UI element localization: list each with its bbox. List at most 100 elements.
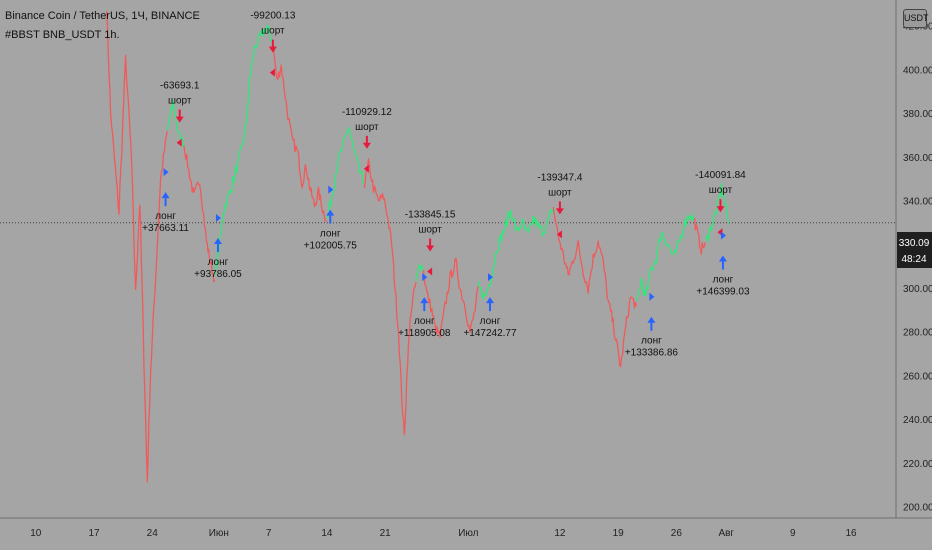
x-tick-label: 17 <box>88 528 100 539</box>
signal-label: лонг <box>713 275 734 286</box>
signal-label: шорт <box>355 122 379 133</box>
short-signal: -63693.1 шорт <box>160 81 200 147</box>
signal-value: -110929.12 <box>342 107 392 118</box>
x-tick-label: 24 <box>147 528 159 539</box>
x-tick-label: Июл <box>458 528 478 539</box>
exit-marker-icon <box>556 230 562 239</box>
exit-marker-icon <box>363 164 369 173</box>
entry-marker-icon <box>215 214 221 223</box>
short-signal: -139347.4 шорт <box>537 172 583 239</box>
short-signal: -133845.15 шорт <box>405 210 456 276</box>
entry-marker-icon <box>649 292 655 301</box>
signal-value: +146399.03 <box>696 287 750 298</box>
signal-label: лонг <box>480 316 501 327</box>
signal-value: -63693.1 <box>160 81 200 92</box>
long-arrowhead-icon <box>420 297 429 304</box>
signal-label: шорт <box>168 96 192 107</box>
y-tick-label: 260.00 <box>903 371 932 382</box>
long-signal: лонг+146399.03 <box>696 231 750 298</box>
exit-marker-icon <box>269 68 275 77</box>
signal-label: лонг <box>414 316 435 327</box>
short-arrowhead-icon <box>268 46 277 53</box>
long-signal: лонг+118905.08 <box>398 273 451 339</box>
price-segment-bull <box>635 213 696 301</box>
y-tick-label: 340.00 <box>903 197 932 208</box>
y-tick-label: 240.00 <box>903 415 932 426</box>
x-tick-label: 9 <box>790 528 796 539</box>
x-tick-label: 26 <box>671 528 683 539</box>
currency-button[interactable]: USDT <box>903 9 929 28</box>
long-arrowhead-icon <box>486 297 495 304</box>
signal-value: -139347.4 <box>537 172 582 183</box>
y-tick-label: 220.00 <box>903 459 932 470</box>
long-arrowhead-icon <box>326 209 335 216</box>
signal-value: +102005.75 <box>304 241 358 252</box>
short-arrowhead-icon <box>555 208 564 215</box>
y-tick-label: 280.00 <box>903 328 932 339</box>
short-arrowhead-icon <box>175 116 184 123</box>
y-tick-label: 380.00 <box>903 109 932 120</box>
long-arrowhead-icon <box>161 192 170 199</box>
y-tick-label: 400.00 <box>903 65 932 76</box>
x-tick-label: 10 <box>30 528 42 539</box>
signal-value: +147242.77 <box>463 328 517 339</box>
signal-label: лонг <box>155 211 176 222</box>
symbol-title[interactable]: Binance Coin / TetherUS, 1Ч, BINANCE <box>5 10 200 22</box>
signal-value: -133845.15 <box>405 210 456 221</box>
signal-layer: лонг+37663.11-63693.1шортлонг+93786.05-9… <box>142 11 750 359</box>
time-axis[interactable]: 10 17 24 Июн 7 14 21 Июл 12 19 26 Авг 9 16 <box>30 528 857 539</box>
x-tick-label: 16 <box>846 528 858 539</box>
signal-label: лонг <box>208 257 229 268</box>
entry-marker-icon <box>328 185 334 194</box>
signal-value: -140091.84 <box>695 170 746 181</box>
y-tick-label: 360.00 <box>903 153 932 164</box>
price-segment-bear <box>363 158 417 436</box>
current-price-label: 330.09 48:24 <box>897 232 932 268</box>
short-arrowhead-icon <box>362 142 371 149</box>
signal-value: +93786.05 <box>194 269 242 280</box>
signal-value: +133386.86 <box>625 348 679 359</box>
x-tick-label: Июн <box>209 528 229 539</box>
price-segment-bear <box>694 217 707 255</box>
price-segment-bear <box>272 47 328 222</box>
entry-marker-icon <box>720 231 726 240</box>
long-signal: лонг+133386.86 <box>625 292 679 359</box>
entry-marker-icon <box>488 273 494 282</box>
price-series <box>105 10 730 483</box>
price-segment-bear <box>422 257 480 339</box>
long-signal: лонг+37663.11 <box>142 168 189 234</box>
bar-countdown: 48:24 <box>901 254 926 265</box>
long-arrowhead-icon <box>718 255 727 262</box>
signal-label: шорт <box>418 225 442 236</box>
current-price-value: 330.09 <box>899 238 930 249</box>
short-arrowhead-icon <box>426 245 435 252</box>
x-tick-label: 21 <box>380 528 392 539</box>
signal-value: +118905.08 <box>398 328 451 339</box>
long-signal: лонг+102005.75 <box>304 185 358 252</box>
price-segment-bull <box>213 24 274 276</box>
long-arrowhead-icon <box>647 316 656 323</box>
long-signal: лонг+93786.05 <box>194 214 242 280</box>
long-signal: лонг+147242.77 <box>463 273 517 339</box>
price-segment-bull <box>326 127 365 220</box>
signal-value: -99200.13 <box>250 11 295 22</box>
exit-marker-icon <box>427 267 433 276</box>
indicator-title[interactable]: #BBST BNB_USDT 1h. <box>5 29 120 41</box>
signal-label: шорт <box>548 187 572 198</box>
x-tick-label: 14 <box>321 528 333 539</box>
price-segment-bear <box>552 206 638 368</box>
entry-marker-icon <box>422 273 428 282</box>
x-tick-label: 19 <box>613 528 625 539</box>
long-arrowhead-icon <box>213 238 222 245</box>
entry-marker-icon <box>163 168 169 177</box>
short-signal: -110929.12 шорт <box>342 107 392 173</box>
x-tick-label: Авг <box>718 528 734 539</box>
price-segment-bull <box>477 207 554 300</box>
price-segment-bear <box>105 10 168 483</box>
x-tick-label: 12 <box>554 528 566 539</box>
short-arrowhead-icon <box>716 206 725 213</box>
signal-value: +37663.11 <box>142 223 189 234</box>
exit-marker-icon <box>176 138 182 147</box>
